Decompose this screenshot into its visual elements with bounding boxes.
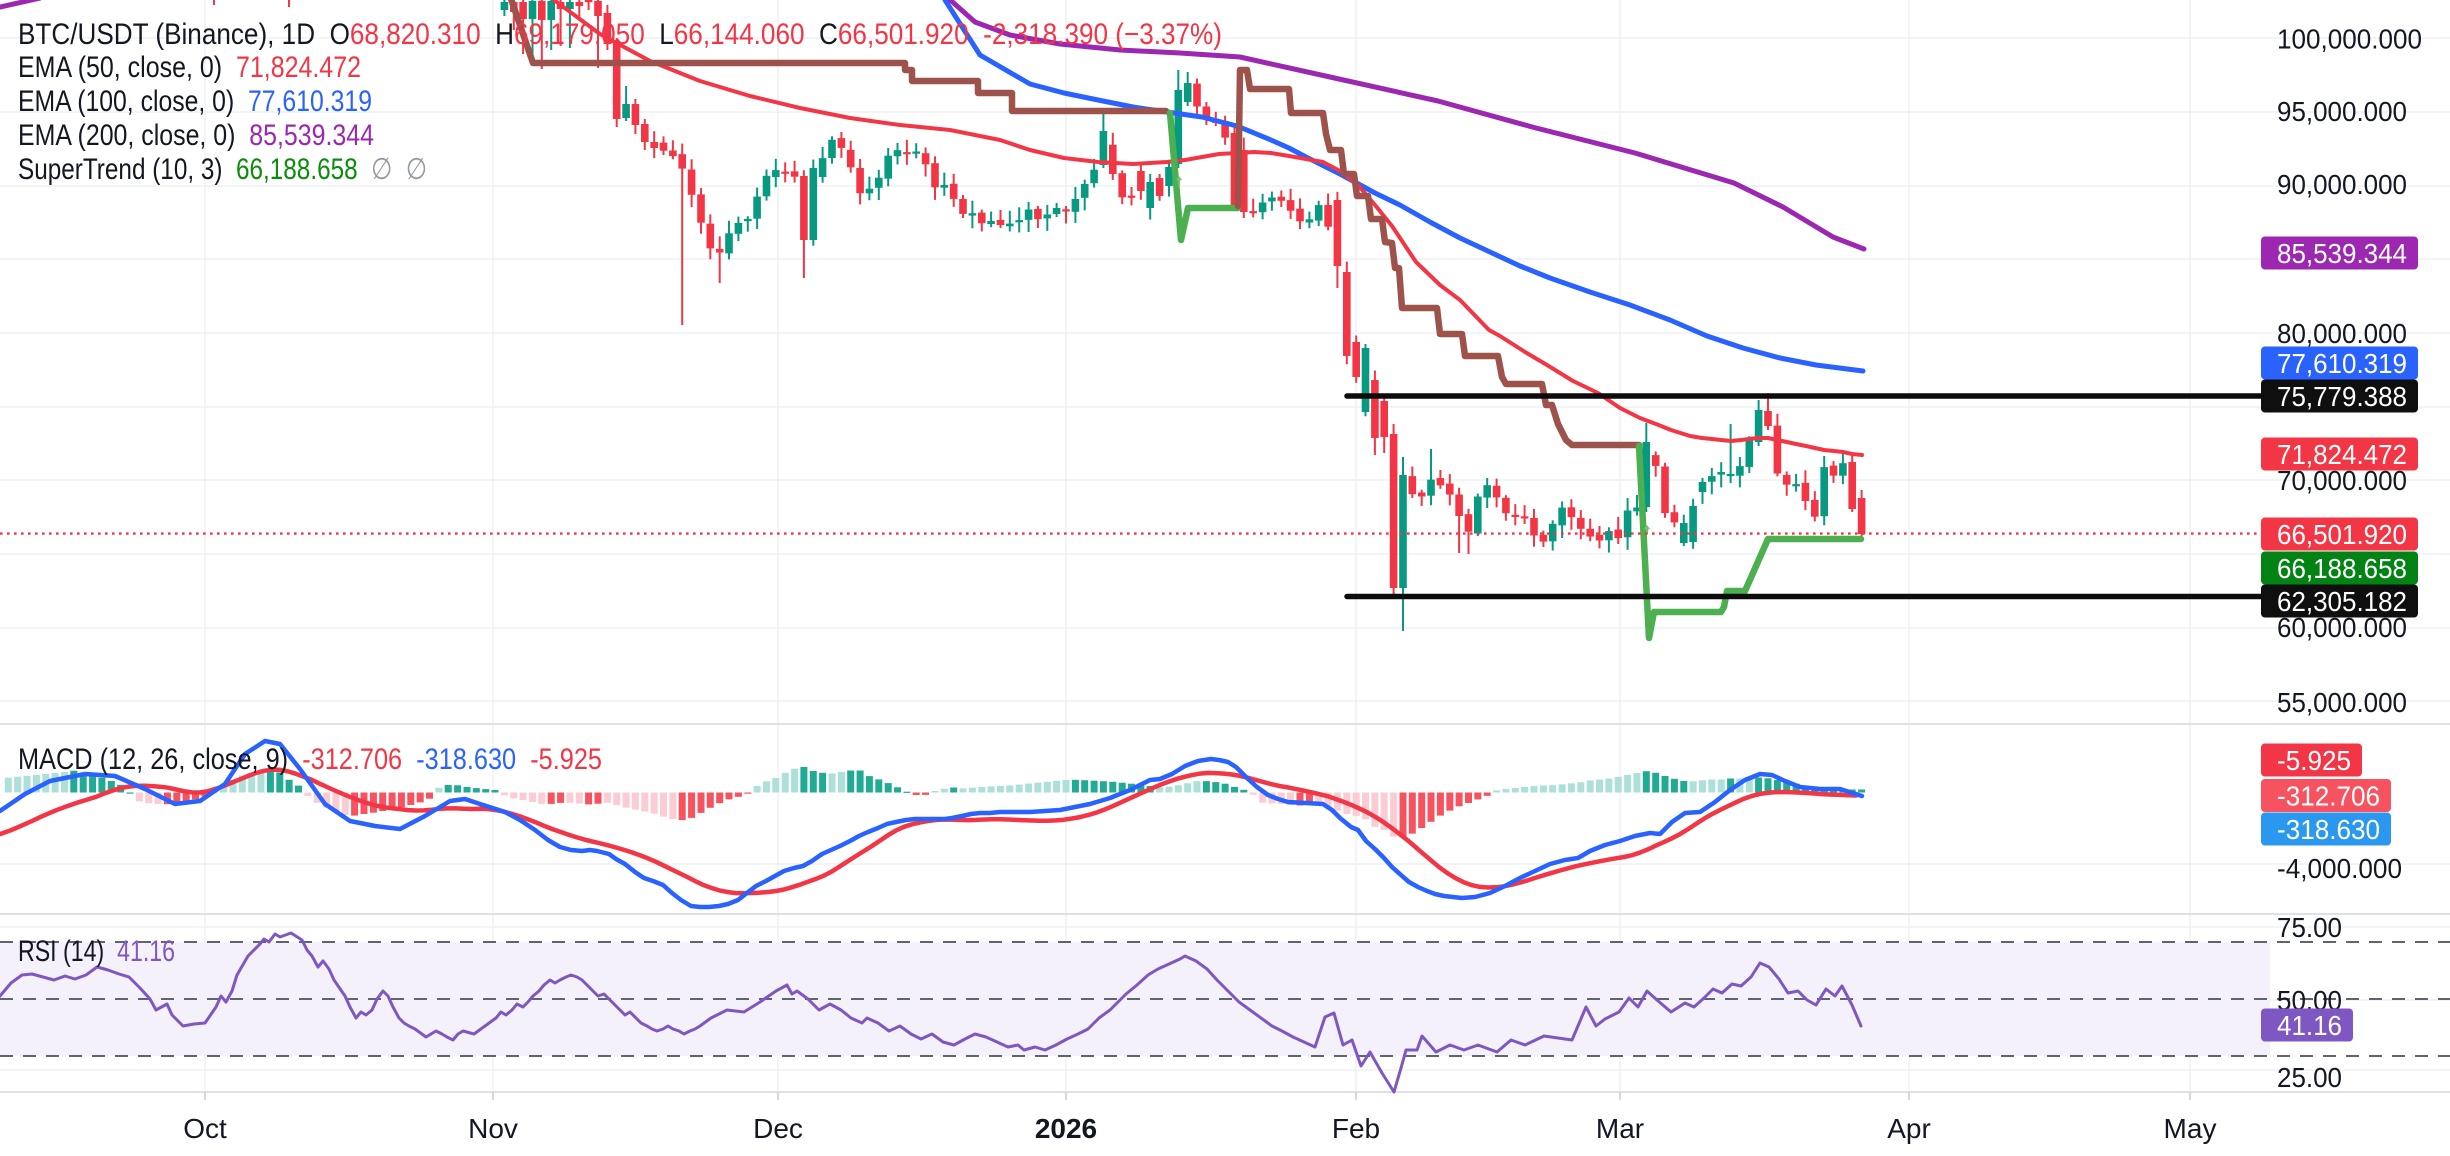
svg-text:Oct: Oct (183, 1113, 227, 1144)
svg-text:75.00: 75.00 (2277, 912, 2342, 943)
svg-text:77,610.319: 77,610.319 (2277, 348, 2407, 379)
svg-text:SuperTrend (10, 3) 66,188.658: SuperTrend (10, 3) 66,188.658 ∅ ∅ (18, 153, 427, 186)
svg-text:25.00: 25.00 (2277, 1062, 2342, 1093)
svg-text:RSI (14) 41.16: RSI (14) 41.16 (18, 935, 175, 968)
svg-text:-312.706: -312.706 (2277, 781, 2380, 812)
svg-text:55,000.000: 55,000.000 (2277, 687, 2407, 718)
svg-text:75,779.388: 75,779.388 (2277, 381, 2407, 412)
svg-text:Apr: Apr (1887, 1113, 1931, 1144)
svg-text:Nov: Nov (468, 1113, 518, 1144)
svg-text:-4,000.000: -4,000.000 (2277, 853, 2402, 884)
svg-text:71,824.472: 71,824.472 (2277, 439, 2407, 470)
svg-text:2026: 2026 (1035, 1113, 1097, 1144)
svg-text:Dec: Dec (753, 1113, 803, 1144)
svg-text:EMA (200, close, 0) 85,539.34: EMA (200, close, 0) 85,539.344 (18, 119, 374, 152)
svg-text:EMA (50, close, 0) 71,824.472: EMA (50, close, 0) 71,824.472 (18, 51, 361, 84)
svg-text:90,000.000: 90,000.000 (2277, 169, 2407, 200)
svg-text:Feb: Feb (1332, 1113, 1380, 1144)
svg-text:66,188.658: 66,188.658 (2277, 553, 2407, 584)
svg-text:-318.630: -318.630 (2277, 814, 2380, 845)
svg-text:100,000.000: 100,000.000 (2277, 24, 2422, 55)
svg-text:MACD (12, 26, close, 9) -312.: MACD (12, 26, close, 9) -312.706 -318.63… (18, 743, 602, 776)
svg-text:BTC/USDT (Binance), 1D O68,82: BTC/USDT (Binance), 1D O68,820.310 H69,1… (18, 18, 1222, 51)
svg-text:95,000.000: 95,000.000 (2277, 96, 2407, 127)
svg-text:EMA (100, close, 0) 77,610.31: EMA (100, close, 0) 77,610.319 (18, 85, 372, 118)
svg-text:-5.925: -5.925 (2277, 745, 2351, 776)
svg-text:66,501.920: 66,501.920 (2277, 519, 2407, 550)
svg-text:62,305.182: 62,305.182 (2277, 586, 2407, 617)
svg-text:May: May (2164, 1113, 2217, 1144)
svg-text:85,539.344: 85,539.344 (2277, 238, 2407, 269)
svg-text:80,000.000: 80,000.000 (2277, 318, 2407, 349)
svg-text:41.16: 41.16 (2277, 1010, 2342, 1041)
svg-text:Mar: Mar (1596, 1113, 1644, 1144)
